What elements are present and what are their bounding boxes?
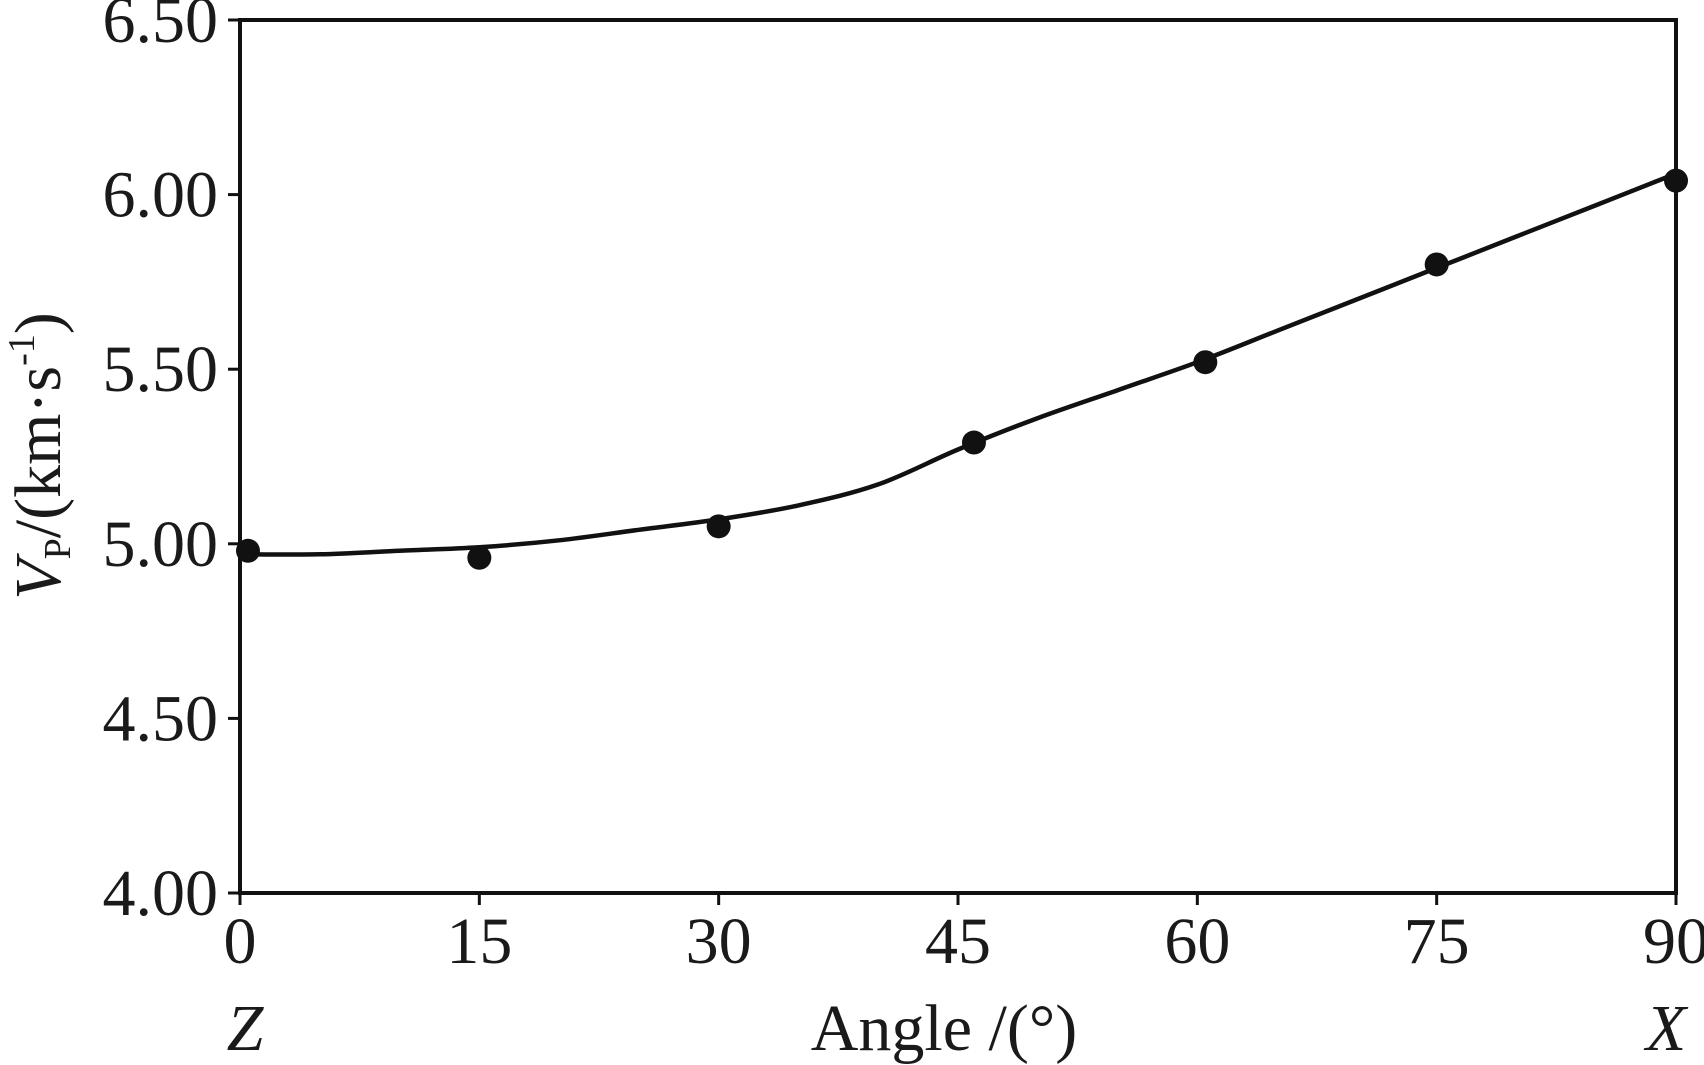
y-tick-label: 6.50 <box>103 0 219 57</box>
data-point <box>467 545 492 570</box>
data-point <box>706 514 731 539</box>
x-tick-label: 45 <box>925 905 991 978</box>
x-axis-start-label: Z <box>227 992 265 1065</box>
y-tick-label: 4.00 <box>103 857 219 930</box>
fit-curve <box>239 171 1677 557</box>
x-tick-label: 90 <box>1643 905 1704 978</box>
y-axis-title: VP/(km·s-1) <box>1 312 79 599</box>
y-tick-label: 5.50 <box>103 333 219 406</box>
data-points <box>235 168 1688 570</box>
data-point <box>1424 252 1449 277</box>
y-axis-ticks: 4.00 4.50 5.00 5.50 6.00 6.50 <box>103 0 240 930</box>
data-point <box>961 430 986 455</box>
x-tick-label: 30 <box>686 905 752 978</box>
x-tick-label: 0 <box>224 905 257 978</box>
data-point <box>235 538 260 563</box>
y-axis-unit: /(km·s <box>2 366 75 538</box>
data-point <box>1193 350 1218 375</box>
y-tick-label: 5.00 <box>103 508 219 581</box>
x-axis-title: Angle /(°) <box>811 992 1077 1065</box>
x-axis-end-label: X <box>1643 992 1689 1065</box>
y-tick-label: 4.50 <box>103 682 219 755</box>
x-tick-label: 60 <box>1164 905 1230 978</box>
x-tick-label: 75 <box>1404 905 1470 978</box>
y-axis-superscript: -1 <box>1 334 43 366</box>
y-axis-subscript: P <box>37 538 79 559</box>
x-tick-label: 15 <box>446 905 512 978</box>
y-axis-symbol: V <box>2 553 75 600</box>
x-axis-ticks: 0 15 30 45 60 75 90 <box>224 893 1704 978</box>
y-axis-unit-close: ) <box>2 312 75 334</box>
plot-frame <box>238 18 1678 895</box>
y-tick-label: 6.00 <box>103 159 219 232</box>
data-point <box>1664 168 1688 193</box>
